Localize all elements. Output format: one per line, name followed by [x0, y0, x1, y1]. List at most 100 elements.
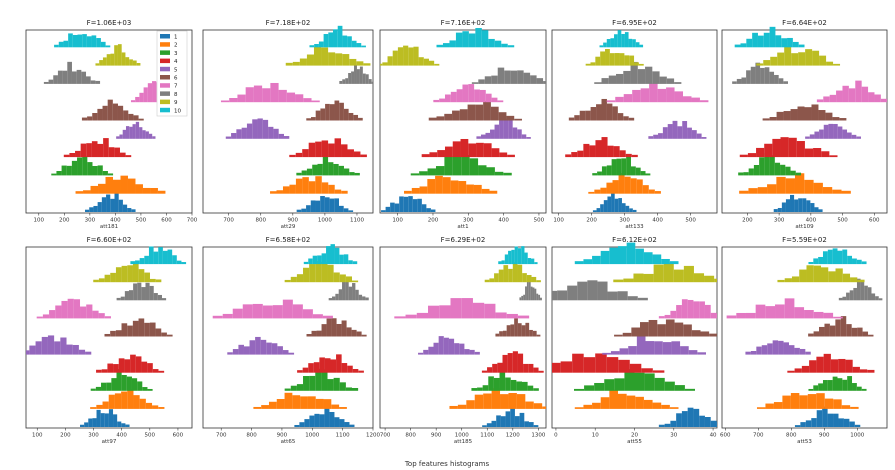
- histogram-bar: [764, 143, 773, 158]
- histogram-bar: [128, 290, 134, 301]
- histogram-bar: [826, 61, 834, 66]
- class-3-histogram: [471, 371, 539, 391]
- histogram-bar: [664, 314, 671, 319]
- histogram-bar: [794, 425, 801, 427]
- histogram-bar: [618, 246, 627, 265]
- histogram-bar: [633, 273, 644, 283]
- histogram-bar: [157, 190, 166, 194]
- histogram-bar: [624, 55, 630, 66]
- histogram-bar: [714, 278, 717, 283]
- histogram-bar: [97, 165, 103, 176]
- histogram-bar: [114, 393, 122, 409]
- x-tick-label: 300: [774, 218, 785, 224]
- histogram-bar: [311, 100, 320, 103]
- histogram-bar: [82, 156, 88, 176]
- histogram-bar: [785, 178, 795, 194]
- histogram-bar: [790, 109, 798, 121]
- histogram-bar: [596, 104, 602, 121]
- x-tick-label: 800: [405, 433, 416, 439]
- histogram-bar: [456, 89, 463, 103]
- class-4-histogram: [289, 138, 367, 158]
- histogram-bar: [113, 179, 121, 194]
- histogram-bar: [97, 202, 102, 212]
- histogram-bar: [471, 82, 479, 84]
- histogram-bar: [87, 116, 93, 121]
- histogram-bar: [112, 103, 118, 121]
- class-9-histogram: [285, 46, 371, 66]
- histogram-bar: [764, 67, 770, 84]
- histogram-panel-4: F=6.95E+02 100 200 300 400 500 att133: [551, 19, 718, 230]
- histogram-bar: [349, 58, 357, 66]
- histogram-bar: [488, 376, 494, 391]
- histogram-bar: [309, 375, 316, 391]
- histogram-bar: [77, 157, 83, 176]
- x-tick-label: 900: [819, 433, 830, 439]
- class-4-histogram: [565, 137, 638, 158]
- x-tick-label: 1300: [531, 433, 545, 439]
- histogram-bar: [790, 170, 796, 176]
- histogram-bar: [619, 348, 629, 355]
- histogram-bar: [785, 199, 791, 212]
- histogram-bar: [113, 364, 119, 373]
- histogram-bar: [523, 363, 529, 373]
- histogram-bar: [659, 76, 667, 84]
- class-7-histogram: [726, 298, 843, 319]
- x-axis-label: att65: [281, 439, 296, 445]
- histogram-bar: [69, 153, 76, 158]
- class-2-histogram: [404, 175, 498, 194]
- class-4-histogram: [63, 138, 132, 158]
- histogram-bar: [110, 330, 116, 337]
- histogram-bar: [856, 278, 861, 301]
- x-tick-label: 900: [288, 218, 299, 224]
- histogram-bar: [473, 184, 482, 194]
- class-7-histogram: [433, 84, 504, 103]
- histogram-bar: [597, 281, 608, 301]
- histogram-bar: [356, 331, 362, 337]
- histogram-bar: [90, 185, 99, 194]
- histogram-bar: [849, 290, 854, 301]
- histogram-bar: [117, 421, 122, 427]
- x-tick-label: 1000: [455, 433, 469, 439]
- class-10-histogram: [54, 33, 111, 48]
- histogram-bar: [674, 322, 684, 337]
- legend-swatch: [160, 91, 170, 96]
- histogram-bar: [833, 63, 841, 66]
- histogram-bar: [531, 276, 537, 283]
- histogram-bar: [125, 126, 130, 139]
- histogram-bar: [755, 304, 766, 319]
- histogram-bar: [329, 411, 335, 427]
- histogram-bar: [95, 386, 102, 391]
- histogram-bar: [743, 172, 749, 176]
- x-tick-label: 10: [592, 433, 599, 439]
- histogram-bar: [765, 306, 776, 319]
- histogram-bar: [152, 369, 159, 373]
- histogram-bar: [84, 209, 90, 212]
- x-tick-label: 40: [710, 433, 717, 439]
- histogram-bar: [640, 171, 646, 176]
- legend: 1 2 3 4 5 6 7 8 9 10: [156, 30, 188, 117]
- class-3-histogram: [90, 369, 153, 391]
- histogram-bar: [86, 76, 91, 84]
- histogram-bar: [306, 54, 314, 66]
- histogram-bar: [336, 354, 342, 373]
- histogram-bar: [594, 82, 602, 84]
- histogram-bar: [439, 98, 445, 103]
- histogram-panel-8: F=6.29E+02 700 800 900 1000 1100 1200 1300 att18…: [379, 236, 547, 445]
- histogram-bar: [669, 261, 679, 265]
- histogram-bar: [635, 248, 644, 265]
- class-6-histogram: [762, 104, 847, 121]
- histogram-bar: [448, 338, 455, 355]
- histogram-bar: [497, 100, 504, 103]
- histogram-bar: [699, 100, 709, 103]
- histogram-bar: [623, 70, 631, 84]
- panel-frame: [721, 29, 888, 214]
- histogram-bar: [335, 53, 343, 66]
- histogram-bar: [871, 293, 876, 301]
- histogram-bar: [302, 149, 309, 158]
- histogram-bar: [486, 167, 495, 176]
- histogram-bar: [501, 43, 508, 48]
- class-9-histogram: [585, 48, 644, 66]
- histogram-bar: [41, 336, 48, 355]
- histogram-bar: [841, 405, 851, 409]
- histogram-bar: [842, 129, 848, 139]
